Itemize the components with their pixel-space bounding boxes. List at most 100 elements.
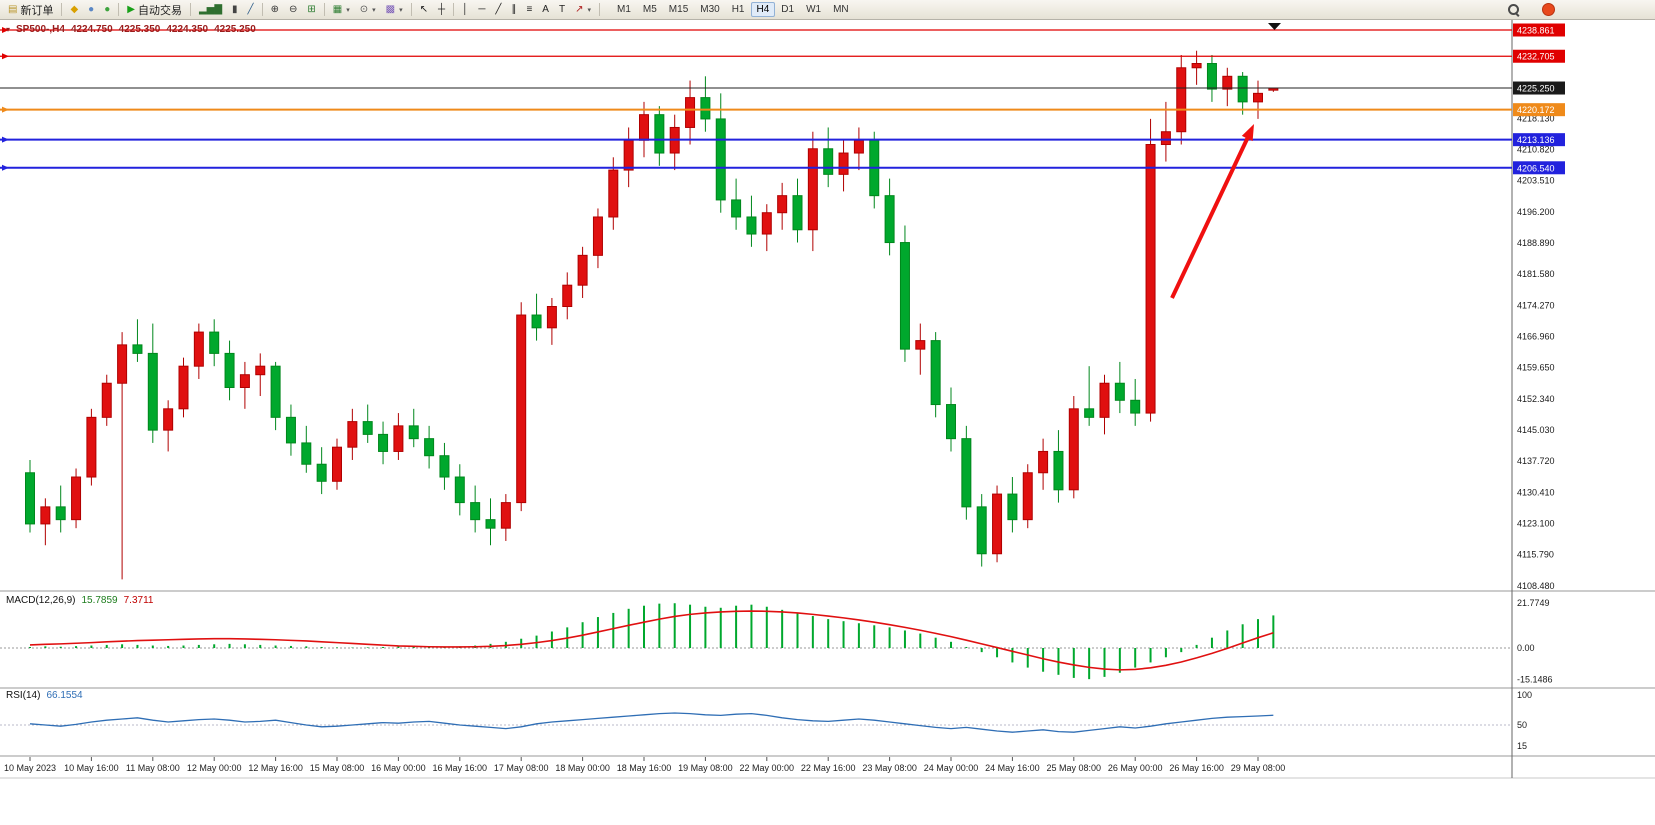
toolbar-separator — [453, 3, 455, 16]
candle — [193, 331, 204, 367]
candle — [71, 476, 82, 521]
candle — [40, 506, 51, 525]
candle — [992, 493, 1003, 555]
chart-high-value: 4225.350 — [118, 24, 161, 35]
candle — [1206, 63, 1217, 90]
ohlc-bars-button[interactable]: ▂▅▇ — [194, 1, 227, 19]
time-axis-label: 18 May 00:00 — [555, 763, 610, 773]
trendline-icon: ╱ — [495, 3, 502, 15]
price-axis-label: 4174.270 — [1517, 300, 1555, 310]
price-tag-label: 4232.705 — [1517, 52, 1555, 62]
search-button[interactable] — [1502, 1, 1525, 19]
candle — [562, 284, 573, 308]
candlestick-button[interactable]: ▮ — [227, 1, 243, 19]
price-axis-label: 4196.200 — [1517, 207, 1555, 217]
candle — [961, 438, 972, 508]
candle — [147, 352, 158, 431]
candle — [454, 476, 465, 504]
price-axis-label: 4166.960 — [1517, 332, 1555, 342]
rsi-axis-label: 50 — [1517, 720, 1527, 730]
level-left-arrow-icon — [2, 136, 9, 143]
toolbar-separator — [61, 3, 63, 16]
macd-signal-line — [29, 610, 1274, 671]
candle — [25, 472, 35, 525]
rsi-axis-label: 100 — [1517, 690, 1532, 700]
candle — [117, 344, 128, 384]
time-axis-label: 25 May 08:00 — [1047, 763, 1102, 773]
new-chart-button[interactable]: ▦ ▾ — [328, 1, 355, 19]
time-axis[interactable]: 10 May 2023 10 May 16:00 11 May 08:00 12 Ma… — [4, 757, 1285, 773]
trendline-button[interactable]: ╱ — [490, 1, 506, 19]
templates-button[interactable]: ▩ ▾ — [381, 1, 408, 19]
price-axis[interactable]: 4218.130 4210.820 4203.510 4196.200 4188.890… — [1517, 113, 1555, 751]
candle — [654, 114, 665, 154]
timeframe-m1-button[interactable]: M1 — [616, 4, 631, 15]
macd-axis-label: -15.1486 — [1517, 674, 1553, 684]
candle — [976, 506, 987, 555]
template-icon: ▩ — [385, 3, 396, 15]
timeframe-mn-button[interactable]: MN — [833, 4, 849, 15]
candle — [915, 340, 926, 350]
timeframe-m5-button[interactable]: M5 — [642, 4, 657, 15]
label-button[interactable]: T — [554, 1, 570, 19]
toolbar: ▤ 新订单 ◆ ● ● ▶ 自动交易 ▂▅▇ ▮ ╱ ⊕ ⊖ ⊞ ▦ ▾ ⊙ ▾ ▩ ▾ ↖ ┼ │ ─ ╱ ∥ ≡ A T ↗ ▾ M1… — [0, 0, 1655, 20]
new-order-button[interactable]: ▤ 新订单 — [3, 1, 58, 19]
timeframe-m30-button[interactable]: M30 — [700, 4, 720, 15]
timeframe-d1-button[interactable]: D1 — [781, 4, 795, 15]
candlestick-icon: ▮ — [232, 3, 238, 15]
toolbar-separator — [118, 3, 120, 16]
tile-windows-button[interactable]: ⊞ — [302, 1, 320, 19]
announcements-button[interactable]: ◆ — [65, 1, 83, 19]
vertical-line-icon: │ — [462, 3, 469, 15]
scroll-shift-marker[interactable] — [1268, 23, 1281, 30]
text-button[interactable]: A — [537, 1, 554, 19]
time-axis-label: 16 May 16:00 — [433, 763, 488, 773]
candle — [255, 365, 266, 376]
time-axis-label: 24 May 00:00 — [924, 763, 979, 773]
fibonacci-button[interactable]: ≡ — [521, 1, 537, 19]
candle — [362, 421, 373, 435]
candle — [715, 118, 726, 201]
periods-button[interactable]: ⊙ ▾ — [355, 1, 381, 19]
timeframe-w1-button[interactable]: W1 — [806, 4, 822, 15]
zoom-in-button[interactable]: ⊕ — [266, 1, 284, 19]
line-chart-button[interactable]: ╱ — [243, 1, 259, 19]
candle — [777, 195, 788, 214]
rsi-axis-label: 15 — [1517, 741, 1527, 751]
level-lines[interactable] — [0, 27, 1512, 171]
vertical-line-button[interactable]: │ — [457, 1, 473, 19]
notifications-button[interactable] — [1537, 1, 1560, 19]
timeframe-h1-button[interactable]: H1 — [731, 4, 745, 15]
timeframe-h4-button[interactable]: H4 — [750, 2, 776, 17]
caret-down-icon: ▾ — [372, 6, 376, 14]
arrows-button[interactable]: ↗ ▾ — [570, 1, 596, 19]
text-icon: A — [542, 3, 549, 15]
candle — [1084, 408, 1095, 418]
zoom-out-button[interactable]: ⊖ — [284, 1, 302, 19]
candle — [1007, 493, 1018, 521]
horizontal-line-button[interactable]: ─ — [473, 1, 490, 19]
crosshair-icon: ┼ — [437, 3, 446, 15]
trend-arrow-annotation[interactable] — [1170, 124, 1254, 299]
candle — [838, 152, 849, 175]
candle — [1099, 382, 1110, 418]
price-chart[interactable]: 4218.130 4210.820 4203.510 4196.200 4188.890… — [0, 20, 1655, 825]
macd-name: MACD(12,26,9) — [6, 595, 76, 606]
candle — [1160, 131, 1171, 146]
caret-down-icon: ▾ — [587, 6, 591, 14]
level-left-arrow-icon — [2, 106, 9, 113]
zoom-in-icon: ⊕ — [270, 3, 279, 15]
candle — [1022, 472, 1033, 521]
cursor-button[interactable]: ↖ — [415, 1, 433, 19]
autotrading-button[interactable]: ▶ 自动交易 — [122, 1, 187, 19]
candle — [86, 416, 97, 478]
channel-button[interactable]: ∥ — [506, 1, 521, 19]
price-axis-label: 4123.100 — [1517, 518, 1555, 528]
crosshair-button[interactable]: ┼ — [433, 1, 450, 19]
level-left-arrow-icon — [2, 27, 9, 33]
community-button[interactable]: ● — [99, 1, 115, 19]
messages-button[interactable]: ● — [83, 1, 99, 19]
candle — [1053, 450, 1064, 491]
candle — [101, 382, 112, 418]
timeframe-m15-button[interactable]: M15 — [668, 4, 689, 15]
